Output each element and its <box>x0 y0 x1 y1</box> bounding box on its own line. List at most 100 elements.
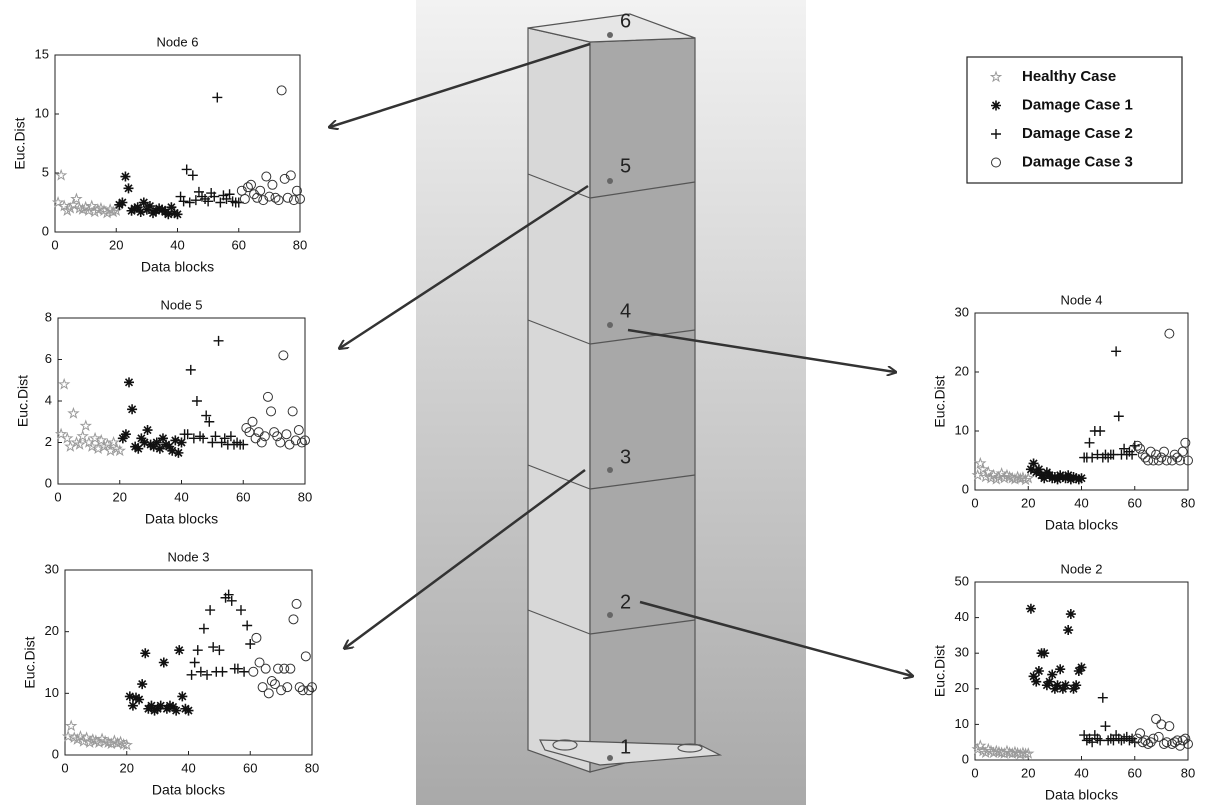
point <box>203 196 214 207</box>
point <box>1156 452 1167 463</box>
point <box>180 703 191 714</box>
x-tick-label: 80 <box>298 489 312 504</box>
legend-marker <box>989 70 1003 83</box>
point <box>251 632 262 643</box>
legend-label: Damage Case 2 <box>1022 125 1133 142</box>
point <box>1063 470 1074 481</box>
point <box>295 193 305 204</box>
y-tick-label: 0 <box>962 751 969 766</box>
y-tick-label: 30 <box>955 304 969 319</box>
point <box>1044 676 1055 687</box>
point <box>1073 474 1084 485</box>
point <box>82 204 95 217</box>
point <box>85 199 98 212</box>
chart-title: Node 2 <box>1061 561 1103 576</box>
point <box>127 404 138 415</box>
point <box>135 206 146 217</box>
point <box>1161 455 1172 466</box>
point <box>1052 474 1063 485</box>
x-tick-label: 20 <box>120 760 134 775</box>
point <box>80 731 93 744</box>
point <box>1127 449 1138 460</box>
point <box>246 179 256 190</box>
point <box>187 170 198 181</box>
x-tick-label: 60 <box>243 760 257 775</box>
legend-marker <box>991 157 1001 168</box>
x-axis-label: Data blocks <box>1045 787 1118 803</box>
x-tick-label: 60 <box>236 489 250 504</box>
point <box>1175 740 1186 751</box>
point <box>281 429 292 440</box>
point <box>223 589 234 600</box>
point <box>154 443 165 454</box>
chart-title: Node 6 <box>157 34 199 49</box>
point <box>297 685 308 696</box>
point <box>120 738 133 751</box>
point <box>1164 721 1175 732</box>
point <box>235 605 246 616</box>
point <box>266 406 277 417</box>
node-label: 4 <box>620 300 631 322</box>
point <box>54 168 68 181</box>
legend-label: Healthy Case <box>1022 68 1116 85</box>
y-tick-label: 8 <box>45 309 52 324</box>
point <box>1025 464 1036 475</box>
point <box>1047 669 1058 680</box>
point <box>1156 719 1167 730</box>
point <box>137 679 148 690</box>
point <box>148 441 159 452</box>
point <box>205 605 216 616</box>
x-tick-label: 40 <box>174 489 188 504</box>
point <box>219 433 230 444</box>
y-tick-label: 30 <box>955 645 969 660</box>
point <box>270 192 281 203</box>
point <box>120 429 131 440</box>
x-tick-label: 60 <box>1128 495 1142 510</box>
x-tick-label: 20 <box>109 237 123 252</box>
point <box>971 742 984 755</box>
point <box>181 164 192 175</box>
point <box>198 433 209 444</box>
point <box>170 435 181 446</box>
point <box>1143 455 1154 466</box>
point <box>164 700 175 711</box>
point <box>129 203 140 214</box>
point <box>1137 737 1148 748</box>
point <box>995 466 1008 479</box>
point <box>189 657 200 668</box>
y-tick-label: 10 <box>35 105 49 120</box>
legend-box <box>966 56 1183 184</box>
point <box>1167 455 1178 466</box>
point <box>1140 735 1151 746</box>
point <box>259 431 270 442</box>
x-tick-label: 60 <box>232 237 246 252</box>
point <box>278 350 289 361</box>
point <box>1065 609 1076 620</box>
point <box>287 406 298 417</box>
legend-marker <box>991 129 1001 139</box>
x-tick-label: 40 <box>1074 495 1088 510</box>
point <box>1143 738 1154 749</box>
point <box>214 645 225 656</box>
point <box>238 439 249 450</box>
point <box>132 202 143 213</box>
x-axis-label: Data blocks <box>152 782 225 798</box>
point <box>276 685 287 696</box>
point <box>191 396 202 406</box>
x-tick-label: 0 <box>54 489 61 504</box>
point <box>1135 443 1146 454</box>
point <box>282 682 293 693</box>
point <box>131 692 142 703</box>
y-tick-label: 30 <box>45 561 59 576</box>
point <box>70 192 83 205</box>
point <box>1164 328 1175 339</box>
point <box>285 663 296 674</box>
point <box>1111 346 1122 357</box>
point <box>264 191 275 202</box>
point <box>136 433 147 444</box>
point <box>254 657 265 668</box>
y-tick-label: 15 <box>35 46 49 61</box>
point <box>117 197 128 208</box>
point <box>1153 455 1164 466</box>
